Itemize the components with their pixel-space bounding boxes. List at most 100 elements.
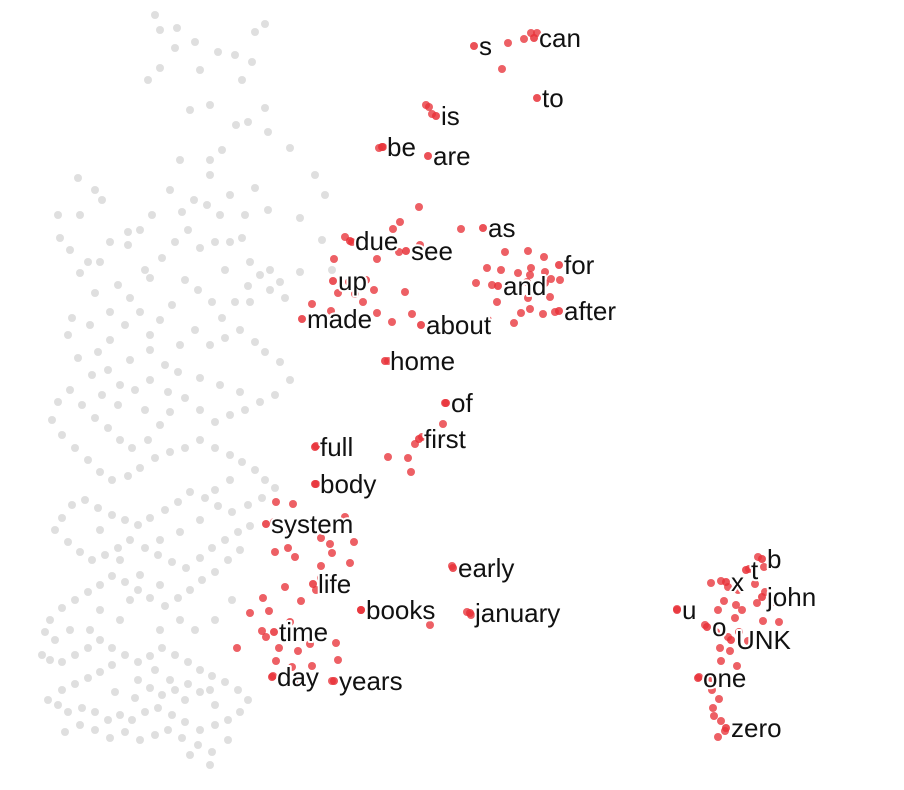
background-point [146,594,154,602]
highlight-point [541,268,549,276]
background-point [106,308,114,316]
highlight-point [426,621,434,629]
background-point [234,528,242,536]
background-point [196,244,204,252]
background-point [121,578,129,586]
highlight-point [317,574,325,582]
background-point [211,568,219,576]
background-point [108,644,116,652]
background-point [106,336,114,344]
background-point [206,341,214,349]
background-point [114,281,122,289]
background-point [244,118,252,126]
background-point [46,616,54,624]
background-point [176,616,184,624]
word-label: can [539,23,581,53]
highlight-point [510,319,518,327]
background-point [208,544,216,552]
background-point [146,331,154,339]
labeled-point [758,593,766,601]
highlight-point [497,266,505,274]
background-point [244,696,252,704]
highlight-point [384,453,392,461]
word-label: body [320,469,376,499]
background-point [196,516,204,524]
highlight-point [504,39,512,47]
background-point [131,694,139,702]
background-point [184,658,192,666]
background-point [156,626,164,634]
background-point [104,366,112,374]
background-point [156,316,164,324]
highlight-point [524,294,532,302]
background-point [206,761,214,769]
highlight-point [415,203,423,211]
background-point [176,156,184,164]
highlight-point [351,290,359,298]
background-point [174,498,182,506]
highlight-point [328,549,336,557]
background-point [41,628,49,636]
word-label: system [271,509,353,539]
background-point [128,716,136,724]
highlight-point [707,674,715,682]
word-label: home [390,346,455,376]
highlight-point [401,288,409,296]
background-point [156,536,164,544]
background-point [218,314,226,322]
highlight-point [753,599,761,607]
background-point [211,486,219,494]
highlight-point [289,500,297,508]
highlight-point [505,281,513,289]
background-point [114,544,122,552]
labeled-point [402,247,410,255]
background-point [54,398,62,406]
background-point [116,711,124,719]
background-point [311,171,319,179]
background-point [111,688,119,696]
background-point [91,186,99,194]
background-point [96,636,104,644]
highlight-point [422,101,430,109]
highlight-point [717,717,725,725]
background-point [104,424,112,432]
background-point [246,258,254,266]
labeled-point [470,42,478,50]
highlight-point [726,647,734,655]
background-point [86,626,94,634]
highlight-point [327,307,335,315]
background-point [86,321,94,329]
highlight-point [290,678,298,686]
background-point [38,651,46,659]
background-point [54,701,62,709]
background-point [231,51,239,59]
highlight-point [388,318,396,326]
word-label: john [766,582,816,612]
highlight-point [520,35,528,43]
background-point [251,338,259,346]
highlight-point [396,218,404,226]
highlight-point [404,454,412,462]
highlight-point [734,586,742,594]
background-point [158,254,166,262]
background-point [236,388,244,396]
background-point [141,708,149,716]
background-point [136,226,144,234]
background-point [244,282,252,290]
background-point [264,128,272,136]
background-point [71,651,79,659]
labeled-point [494,282,502,290]
background-point [151,666,159,674]
highlight-point [373,255,381,263]
highlight-point [233,644,241,652]
background-point [318,236,326,244]
highlight-point [707,579,715,587]
background-point [246,522,254,530]
background-point [211,721,219,729]
labeled-point [555,307,563,315]
labeled-point [346,237,354,245]
highlight-point [720,597,728,605]
background-point [186,751,194,759]
highlight-point [312,586,320,594]
background-point [108,511,116,519]
